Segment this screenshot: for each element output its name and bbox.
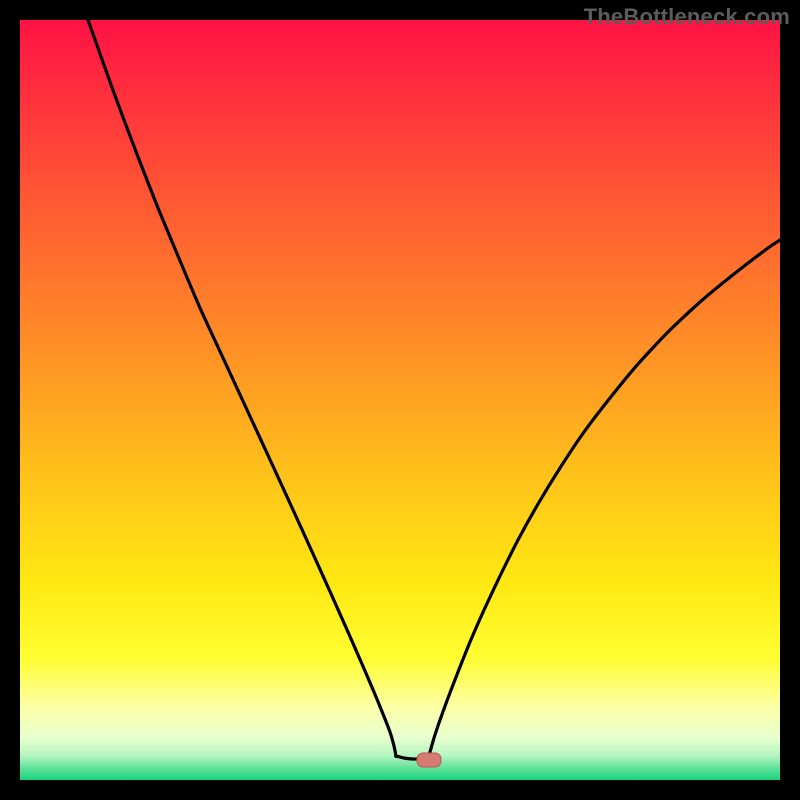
plot-background (20, 20, 780, 780)
bottleneck-chart (0, 0, 800, 800)
watermark-text: TheBottleneck.com (584, 4, 790, 30)
optimal-marker (417, 753, 441, 767)
